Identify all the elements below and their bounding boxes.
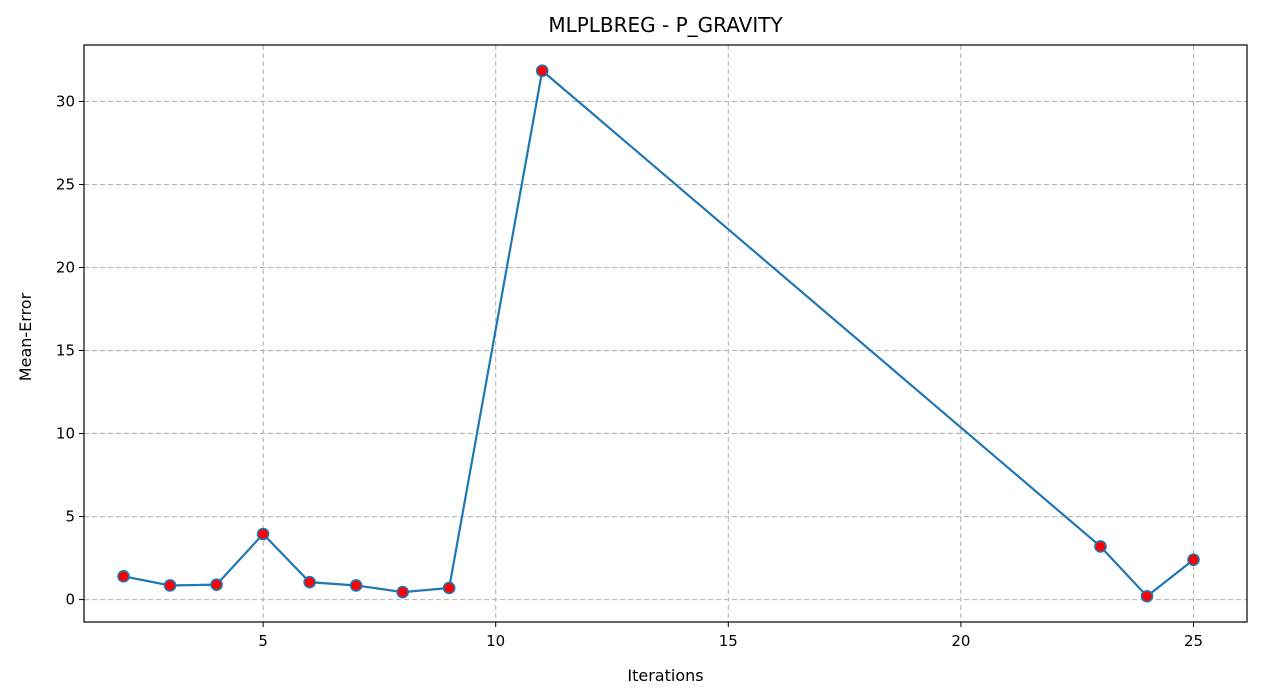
data-point: [1094, 540, 1107, 553]
data-point: [117, 570, 130, 583]
x-tick-label: 10: [486, 632, 505, 650]
data-point: [163, 579, 177, 592]
data-point: [1140, 589, 1154, 603]
series-markers: [117, 64, 1200, 603]
y-tick-label: 10: [56, 425, 75, 443]
x-axis-label: Iterations: [627, 666, 703, 685]
data-point: [535, 64, 549, 78]
y-axis: 0 5 10 15 20 25 30: [56, 92, 84, 609]
data-point: [1187, 553, 1200, 567]
x-tick-label: 5: [258, 632, 268, 650]
grid: [84, 45, 1247, 622]
y-tick-label: 30: [56, 92, 75, 110]
series-line-path: [123, 68, 1195, 598]
data-point: [396, 585, 409, 599]
data-point: [210, 578, 223, 591]
y-tick-label: 0: [65, 591, 75, 609]
x-tick-label: 20: [951, 632, 970, 650]
series-line: [123, 68, 1195, 598]
y-tick-label: 20: [56, 258, 75, 276]
x-tick-label: 15: [719, 632, 738, 650]
data-point: [256, 527, 270, 541]
y-axis-label: Mean-Error: [16, 292, 35, 381]
y-tick-label: 5: [65, 508, 75, 526]
data-point: [442, 581, 456, 595]
data-point: [349, 579, 363, 592]
plot-frame: [83, 44, 1248, 623]
data-point: [303, 575, 316, 589]
chart-title: MLPLBREG - P_GRAVITY: [548, 13, 783, 37]
x-tick-label: 25: [1184, 632, 1203, 650]
y-tick-label: 25: [56, 175, 75, 193]
x-axis: 5 10 15 20 25: [258, 622, 1203, 650]
y-tick-label: 15: [56, 342, 75, 360]
